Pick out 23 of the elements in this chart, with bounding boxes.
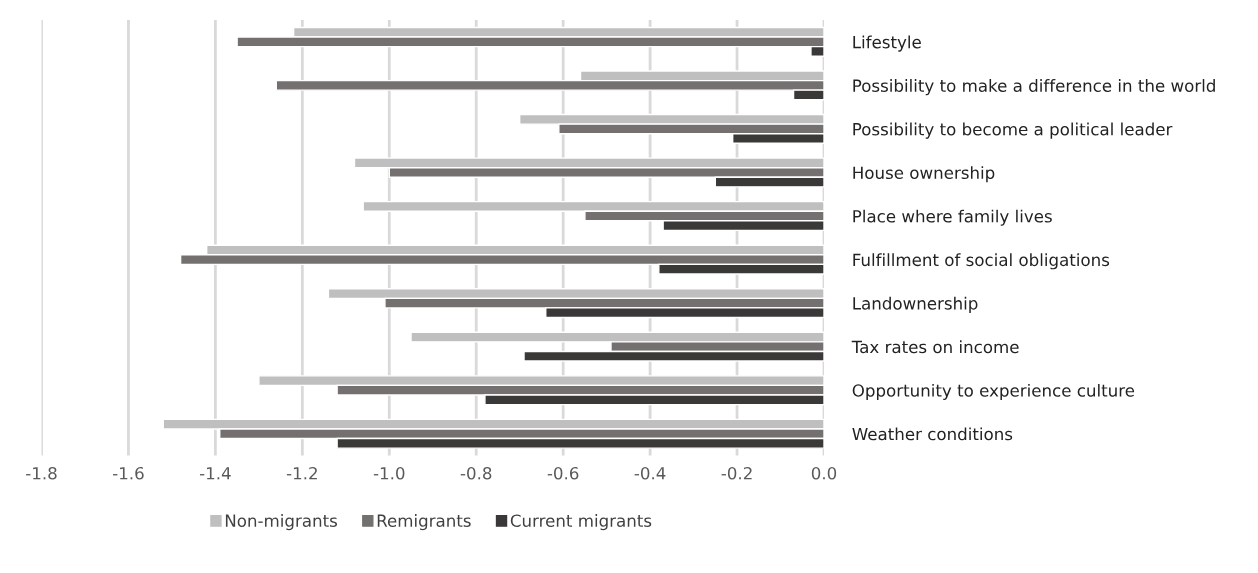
x-tick-label: -0.2 [721, 466, 752, 480]
y-tick-label: Lifestyle [853, 35, 921, 52]
y-tick-label: Landownership [853, 296, 978, 313]
y-tick-label: Fulfillment of social obligations [853, 253, 1110, 270]
x-tick-label: -0.8 [460, 466, 492, 480]
y-tick-label: Opportunity to experience culture [852, 383, 1135, 401]
x-tick-label: -1.2 [286, 466, 317, 480]
x-tick-label: -1.8 [26, 466, 57, 480]
y-tick-label: Possibility to make a difference in the world [853, 79, 1215, 96]
x-tick-label: -1.6 [113, 466, 144, 480]
y-tick-label: Weather conditions [852, 427, 1013, 441]
y-tick-label: Possibility to become a political leader [853, 122, 1173, 139]
x-tick-label: -1.4 [199, 467, 231, 480]
legend-label: Remigrants [377, 514, 471, 531]
x-tick-label: -0.6 [547, 466, 579, 480]
x-tick-label: -0.4 [634, 466, 666, 480]
x-tick-label: -1.0 [373, 466, 405, 480]
legend-label: Non-migrants [225, 514, 338, 531]
y-tick-label: Place where family lives [853, 209, 1052, 226]
y-tick-label: House ownership [853, 166, 995, 183]
y-tick-label: Tax rates on income [851, 340, 1019, 354]
x-tick-label: 0.0 [811, 466, 837, 480]
legend-label: Current migrants [510, 514, 652, 531]
